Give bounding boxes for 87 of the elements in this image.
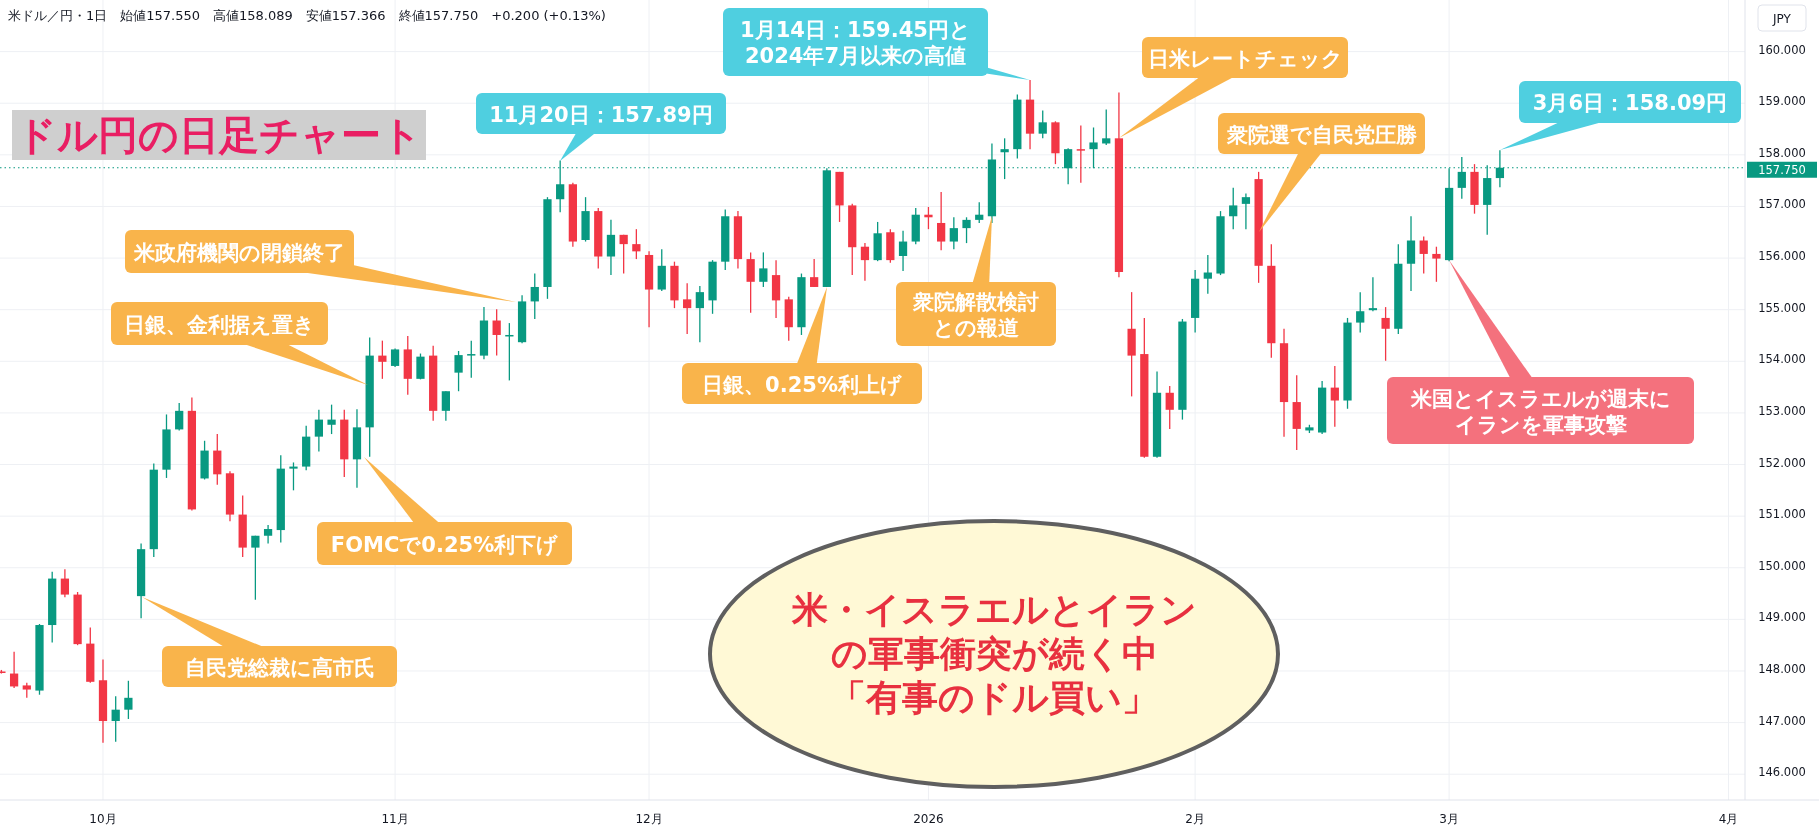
candlestick bbox=[1241, 192, 1251, 230]
candlestick bbox=[975, 201, 984, 224]
ref-line-label: 157.750 bbox=[1758, 162, 1806, 177]
candlestick bbox=[1165, 385, 1174, 430]
y-tick-label: 155.000 bbox=[1758, 300, 1806, 315]
candlestick bbox=[746, 251, 755, 314]
candlestick bbox=[1038, 109, 1047, 139]
candlestick bbox=[949, 216, 958, 250]
candlestick bbox=[962, 216, 971, 244]
annotation: FOMCで0.25%利下げ bbox=[330, 532, 559, 557]
x-tick-label: 3月 bbox=[1439, 812, 1459, 826]
candlestick bbox=[1368, 276, 1378, 312]
y-tick-label: 159.000 bbox=[1758, 94, 1806, 109]
y-tick-label: 154.000 bbox=[1758, 352, 1806, 367]
x-tick-label: 12月 bbox=[635, 812, 663, 826]
x-tick-label: 2026 bbox=[913, 812, 944, 826]
annotation: 日米レートチェック bbox=[1147, 46, 1343, 71]
y-tick-label: 160.000 bbox=[1758, 42, 1806, 57]
candlestick bbox=[416, 352, 425, 380]
candlestick bbox=[1406, 215, 1416, 292]
y-tick-label: 157.000 bbox=[1758, 197, 1806, 212]
candlestick bbox=[1203, 254, 1212, 295]
text: 米ドル／円・1日 始値157.550 高値158.089 安値157.366 終値157.750 +0.200 (+0.13%) bbox=[8, 8, 606, 23]
y-tick-label: 147.000 bbox=[1758, 713, 1806, 728]
candlestick bbox=[683, 282, 692, 335]
annotation: 日銀、金利据え置き bbox=[124, 312, 315, 337]
y-tick-label: 151.000 bbox=[1758, 507, 1806, 522]
candlestick bbox=[619, 234, 628, 275]
candlestick bbox=[1381, 306, 1390, 362]
candlestick bbox=[124, 680, 133, 720]
annotation: 米政府機関の閉鎖終了 bbox=[133, 240, 345, 265]
candlestick bbox=[1000, 137, 1009, 180]
x-tick-label: 10月 bbox=[89, 812, 117, 826]
candlestick bbox=[530, 272, 539, 320]
candlestick bbox=[1356, 291, 1365, 334]
annotation: 米国とイスラエルが週末にイランを軍事攻撃 bbox=[1409, 386, 1671, 437]
candlestick bbox=[327, 404, 336, 435]
candlestick bbox=[111, 695, 120, 743]
annotation: 衆院選で自民党圧勝 bbox=[1225, 122, 1417, 147]
candlestick bbox=[492, 308, 501, 357]
y-tick-label: 149.000 bbox=[1758, 610, 1806, 625]
candlestick bbox=[1076, 124, 1085, 184]
candlestick bbox=[289, 461, 298, 491]
candlestick bbox=[314, 409, 323, 453]
annotation: 11月20日：157.89円 bbox=[489, 102, 713, 127]
candlestick bbox=[390, 347, 400, 368]
annotation: 自民党総裁に高市氏 bbox=[184, 655, 375, 680]
candlestick bbox=[860, 242, 870, 282]
y-tick-label: 150.000 bbox=[1758, 558, 1806, 573]
candlestick bbox=[251, 535, 260, 601]
y-tick-label: 156.000 bbox=[1758, 249, 1806, 264]
y-tick-label: 148.000 bbox=[1758, 661, 1806, 676]
annotation: 1月14日：159.45円と2024年7月以来の高値 bbox=[740, 18, 971, 68]
candlestick bbox=[657, 248, 666, 292]
candlestick bbox=[175, 402, 184, 432]
annotation: 日銀、0.25%利上げ bbox=[702, 372, 902, 397]
candlestick bbox=[1432, 246, 1441, 283]
candlestick bbox=[695, 285, 704, 343]
candlestick bbox=[937, 191, 946, 251]
candlestick bbox=[1102, 108, 1111, 146]
candlestick bbox=[606, 219, 616, 276]
y-tick-label: 152.000 bbox=[1758, 455, 1806, 470]
candlestick bbox=[1419, 235, 1428, 275]
y-tick-label: 146.000 bbox=[1758, 765, 1806, 780]
candlestick bbox=[378, 340, 387, 380]
annotation: 3月6日：158.09円 bbox=[1532, 91, 1728, 115]
candlestick bbox=[60, 568, 70, 598]
y-axis-title: JPY bbox=[1772, 12, 1792, 26]
x-tick-label: 4月 bbox=[1718, 812, 1739, 826]
y-tick-label: 158.000 bbox=[1758, 145, 1806, 160]
candlestick bbox=[632, 228, 641, 260]
candlestick bbox=[9, 651, 19, 689]
candlestick bbox=[263, 524, 273, 545]
candlestick bbox=[467, 340, 476, 379]
candlestick bbox=[898, 230, 908, 272]
text: ドル円の日足チャート bbox=[16, 112, 422, 158]
candlestick bbox=[454, 350, 463, 392]
candlestick bbox=[759, 251, 768, 288]
candlestick bbox=[441, 390, 450, 422]
x-tick-label: 11月 bbox=[381, 812, 409, 826]
annotation: 米・イスラエルとイランの軍事衝突が続く中「有事のドル買い」 bbox=[790, 589, 1197, 718]
candlestick bbox=[1330, 365, 1339, 428]
x-tick-label: 2月 bbox=[1185, 812, 1205, 826]
y-tick-label: 153.000 bbox=[1758, 403, 1806, 418]
candlestick bbox=[1229, 187, 1238, 230]
candlestick bbox=[810, 258, 819, 288]
candlestick bbox=[213, 433, 222, 486]
